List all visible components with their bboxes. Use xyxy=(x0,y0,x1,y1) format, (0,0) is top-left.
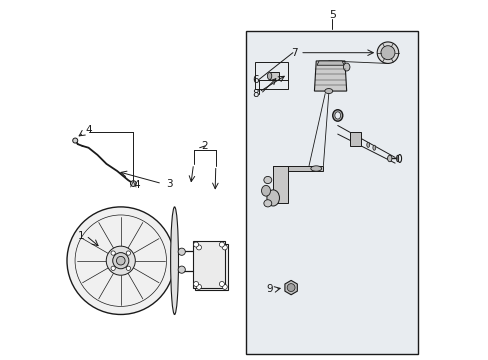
Polygon shape xyxy=(285,280,297,295)
Ellipse shape xyxy=(334,112,340,119)
Circle shape xyxy=(126,251,130,255)
Circle shape xyxy=(380,46,394,60)
Ellipse shape xyxy=(264,200,271,207)
Ellipse shape xyxy=(343,63,349,71)
Text: 2: 2 xyxy=(202,141,208,151)
Polygon shape xyxy=(273,166,287,203)
Bar xyxy=(246,31,418,354)
Circle shape xyxy=(193,282,198,287)
Circle shape xyxy=(219,282,224,287)
Text: 1: 1 xyxy=(78,231,84,240)
Ellipse shape xyxy=(264,176,271,184)
Bar xyxy=(192,241,225,288)
Text: 6: 6 xyxy=(251,75,258,85)
Bar xyxy=(195,244,228,291)
Ellipse shape xyxy=(332,110,342,121)
Polygon shape xyxy=(273,166,323,171)
Ellipse shape xyxy=(170,207,178,315)
Circle shape xyxy=(106,246,135,275)
Text: 9: 9 xyxy=(266,284,272,294)
Circle shape xyxy=(67,207,174,315)
Text: 4: 4 xyxy=(133,180,140,190)
Ellipse shape xyxy=(261,185,270,196)
Circle shape xyxy=(196,284,201,289)
Circle shape xyxy=(286,284,294,292)
Ellipse shape xyxy=(310,166,321,171)
Circle shape xyxy=(219,242,224,247)
Ellipse shape xyxy=(266,190,279,206)
Circle shape xyxy=(73,138,78,143)
Circle shape xyxy=(111,266,115,270)
Circle shape xyxy=(178,266,185,273)
Ellipse shape xyxy=(372,145,375,150)
Ellipse shape xyxy=(366,142,369,147)
Circle shape xyxy=(376,42,398,63)
Bar xyxy=(269,72,278,80)
Circle shape xyxy=(112,253,128,269)
Polygon shape xyxy=(314,61,346,91)
Ellipse shape xyxy=(387,155,391,162)
Circle shape xyxy=(222,245,227,250)
Polygon shape xyxy=(316,61,344,65)
Ellipse shape xyxy=(396,155,398,162)
Bar xyxy=(255,62,287,89)
Text: 4: 4 xyxy=(85,125,92,135)
Circle shape xyxy=(178,248,185,255)
Text: 5: 5 xyxy=(328,10,335,20)
Text: 8: 8 xyxy=(251,89,258,99)
Circle shape xyxy=(196,245,201,250)
Circle shape xyxy=(130,181,136,186)
Circle shape xyxy=(193,242,198,247)
Ellipse shape xyxy=(324,89,332,94)
Circle shape xyxy=(116,256,125,265)
Text: 3: 3 xyxy=(166,179,173,189)
Bar xyxy=(349,132,360,146)
Ellipse shape xyxy=(267,72,271,80)
Circle shape xyxy=(222,284,227,289)
Circle shape xyxy=(111,251,115,255)
Circle shape xyxy=(126,266,130,270)
Text: 7: 7 xyxy=(291,48,297,58)
